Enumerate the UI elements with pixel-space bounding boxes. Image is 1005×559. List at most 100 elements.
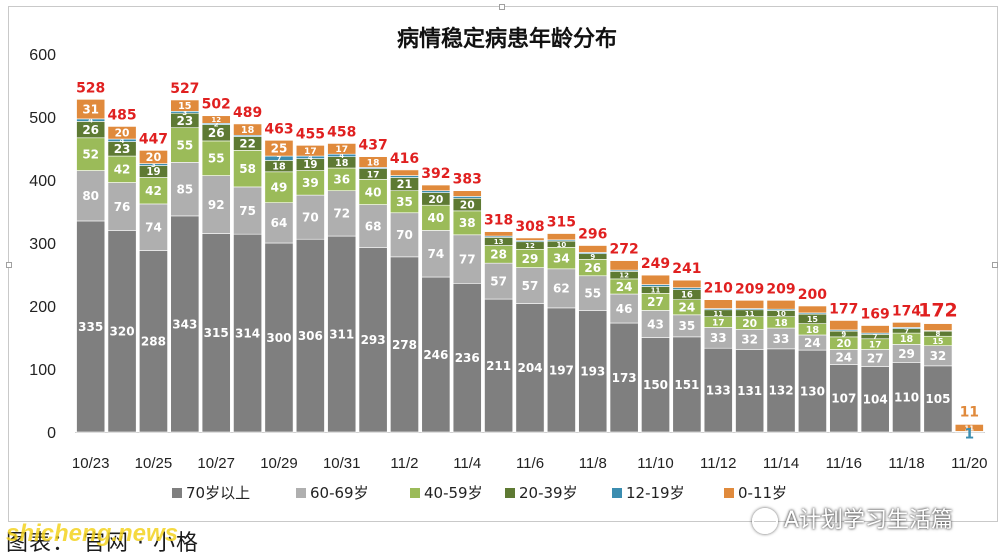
bar-segment-label: 211 xyxy=(486,359,511,373)
bar-segment-label: 12 xyxy=(211,116,221,124)
bar-segment-label: 74 xyxy=(428,247,445,261)
bar-segment-label: 17 xyxy=(304,147,317,157)
bar-segment-label: 246 xyxy=(423,348,448,362)
bar-segment xyxy=(107,155,137,183)
bar-segment-label: 77 xyxy=(459,252,476,266)
bar-segment-label: 173 xyxy=(612,371,637,385)
x-tick-label: 11/8 xyxy=(579,455,607,472)
bar-segment xyxy=(484,262,514,300)
bar-segment-label: 11 xyxy=(651,286,661,294)
legend-label: 40-59岁 xyxy=(424,484,483,502)
bar-segment-label: 19 xyxy=(146,167,160,178)
bar-segment-label: 133 xyxy=(706,383,731,397)
bar-segment xyxy=(672,336,702,433)
bar-segment xyxy=(170,99,200,112)
bar-total-label: 528 xyxy=(76,80,105,96)
legend-swatch xyxy=(612,488,622,498)
bar-segment xyxy=(295,145,325,157)
resize-handle-right[interactable] xyxy=(992,262,998,268)
bar-segment-label: 4 xyxy=(120,137,125,145)
bar-total-label: 437 xyxy=(358,138,387,154)
bar-segment-label: 204 xyxy=(517,361,542,375)
bar-segment-label: 52 xyxy=(82,147,99,161)
bar-segment-label: 315 xyxy=(204,326,229,340)
bar-segment-label: 39 xyxy=(302,176,319,190)
bar-segment xyxy=(295,170,325,196)
y-tick-label: 300 xyxy=(29,236,56,253)
bar-segment xyxy=(703,347,733,433)
bar-segment xyxy=(139,250,168,433)
bar-segment-label: 24 xyxy=(835,350,852,364)
wechat-icon xyxy=(752,508,778,534)
bar-segment-label: 62 xyxy=(553,282,570,296)
bar-segment xyxy=(452,283,482,433)
bar-segment xyxy=(923,323,953,331)
bar-segment-label: 18 xyxy=(241,125,255,136)
bar-segment-label: 75 xyxy=(239,204,256,218)
bar-segment-label: 26 xyxy=(584,261,601,275)
bar-segment-label: 76 xyxy=(114,200,131,214)
bar-total-label: 485 xyxy=(107,107,136,123)
bar-segment-label: 335 xyxy=(78,320,103,334)
bar-segment xyxy=(609,322,639,433)
bar-segment-label: 110 xyxy=(894,391,919,405)
bar-segment-label: 58 xyxy=(239,162,256,176)
bar-segment xyxy=(484,231,514,237)
bar-segment-label: 9 xyxy=(590,253,595,261)
bar-segment xyxy=(609,260,639,271)
bar-segment-label: 27 xyxy=(647,295,664,309)
bar-segment-label: 19 xyxy=(303,160,317,171)
bar-segment-label: 15 xyxy=(932,337,944,346)
bar-segment-label: 12 xyxy=(619,272,629,280)
resize-handle-left[interactable] xyxy=(6,262,12,268)
bar-segment xyxy=(860,325,890,334)
bar-segment xyxy=(829,320,859,331)
bar-segment-label: 68 xyxy=(365,219,382,233)
bar-segment-label: 24 xyxy=(679,301,696,315)
bar-segment-label: 70 xyxy=(302,210,319,224)
bar-segment-label: 28 xyxy=(490,248,507,262)
bar-segment-label: 10 xyxy=(557,241,567,249)
bar-segment-label: 11 xyxy=(964,424,974,432)
bar-total-label: 463 xyxy=(264,121,293,137)
bar-segment-label: 131 xyxy=(737,384,762,398)
bar-segment-label: 17 xyxy=(367,170,380,180)
bar-segment-label: 20 xyxy=(742,317,757,330)
bar-segment xyxy=(578,275,608,311)
bar-total-label: 416 xyxy=(390,151,419,167)
legend-label: 0-11岁 xyxy=(738,484,787,502)
bar-segment xyxy=(295,238,325,433)
bar-segment-label: 36 xyxy=(333,173,350,187)
bar-total-label: 392 xyxy=(421,166,450,182)
bar-total-label: 527 xyxy=(170,81,199,97)
bar-segment xyxy=(546,233,576,241)
bar-segment xyxy=(797,349,827,433)
bar-segment-label: 70 xyxy=(396,228,413,242)
bar-total-label: 209 xyxy=(766,281,795,297)
bar-segment-label: 20 xyxy=(146,151,162,164)
legend-swatch xyxy=(505,488,515,498)
bar-segment-label: 32 xyxy=(930,349,947,363)
bar-segment xyxy=(170,127,200,163)
bar-segment-label: 20 xyxy=(460,198,475,211)
bar-total-label: 502 xyxy=(202,97,231,113)
bar-segment xyxy=(295,194,325,240)
bar-segment xyxy=(358,179,388,205)
bar-segment-label: 197 xyxy=(549,363,574,377)
bar-segment xyxy=(139,203,168,251)
chart-title: 病情稳定病患年龄分布 xyxy=(397,26,617,52)
bar-segment xyxy=(766,348,796,433)
bar-segment xyxy=(170,215,200,433)
bar-segment xyxy=(954,424,984,432)
bar-segment-label: 43 xyxy=(647,317,664,331)
bar-segment xyxy=(421,184,451,192)
bar-segment-label: 20 xyxy=(115,127,130,140)
resize-handle-top[interactable] xyxy=(499,4,505,10)
x-tick-label: 10/31 xyxy=(323,455,361,472)
bar-segment-label: 311 xyxy=(329,327,354,341)
bar-segment-label: 300 xyxy=(266,331,291,345)
bar-segment-label: 42 xyxy=(114,163,131,177)
bar-segment-label: 18 xyxy=(335,158,349,169)
bar-segment-label: 26 xyxy=(82,123,99,137)
